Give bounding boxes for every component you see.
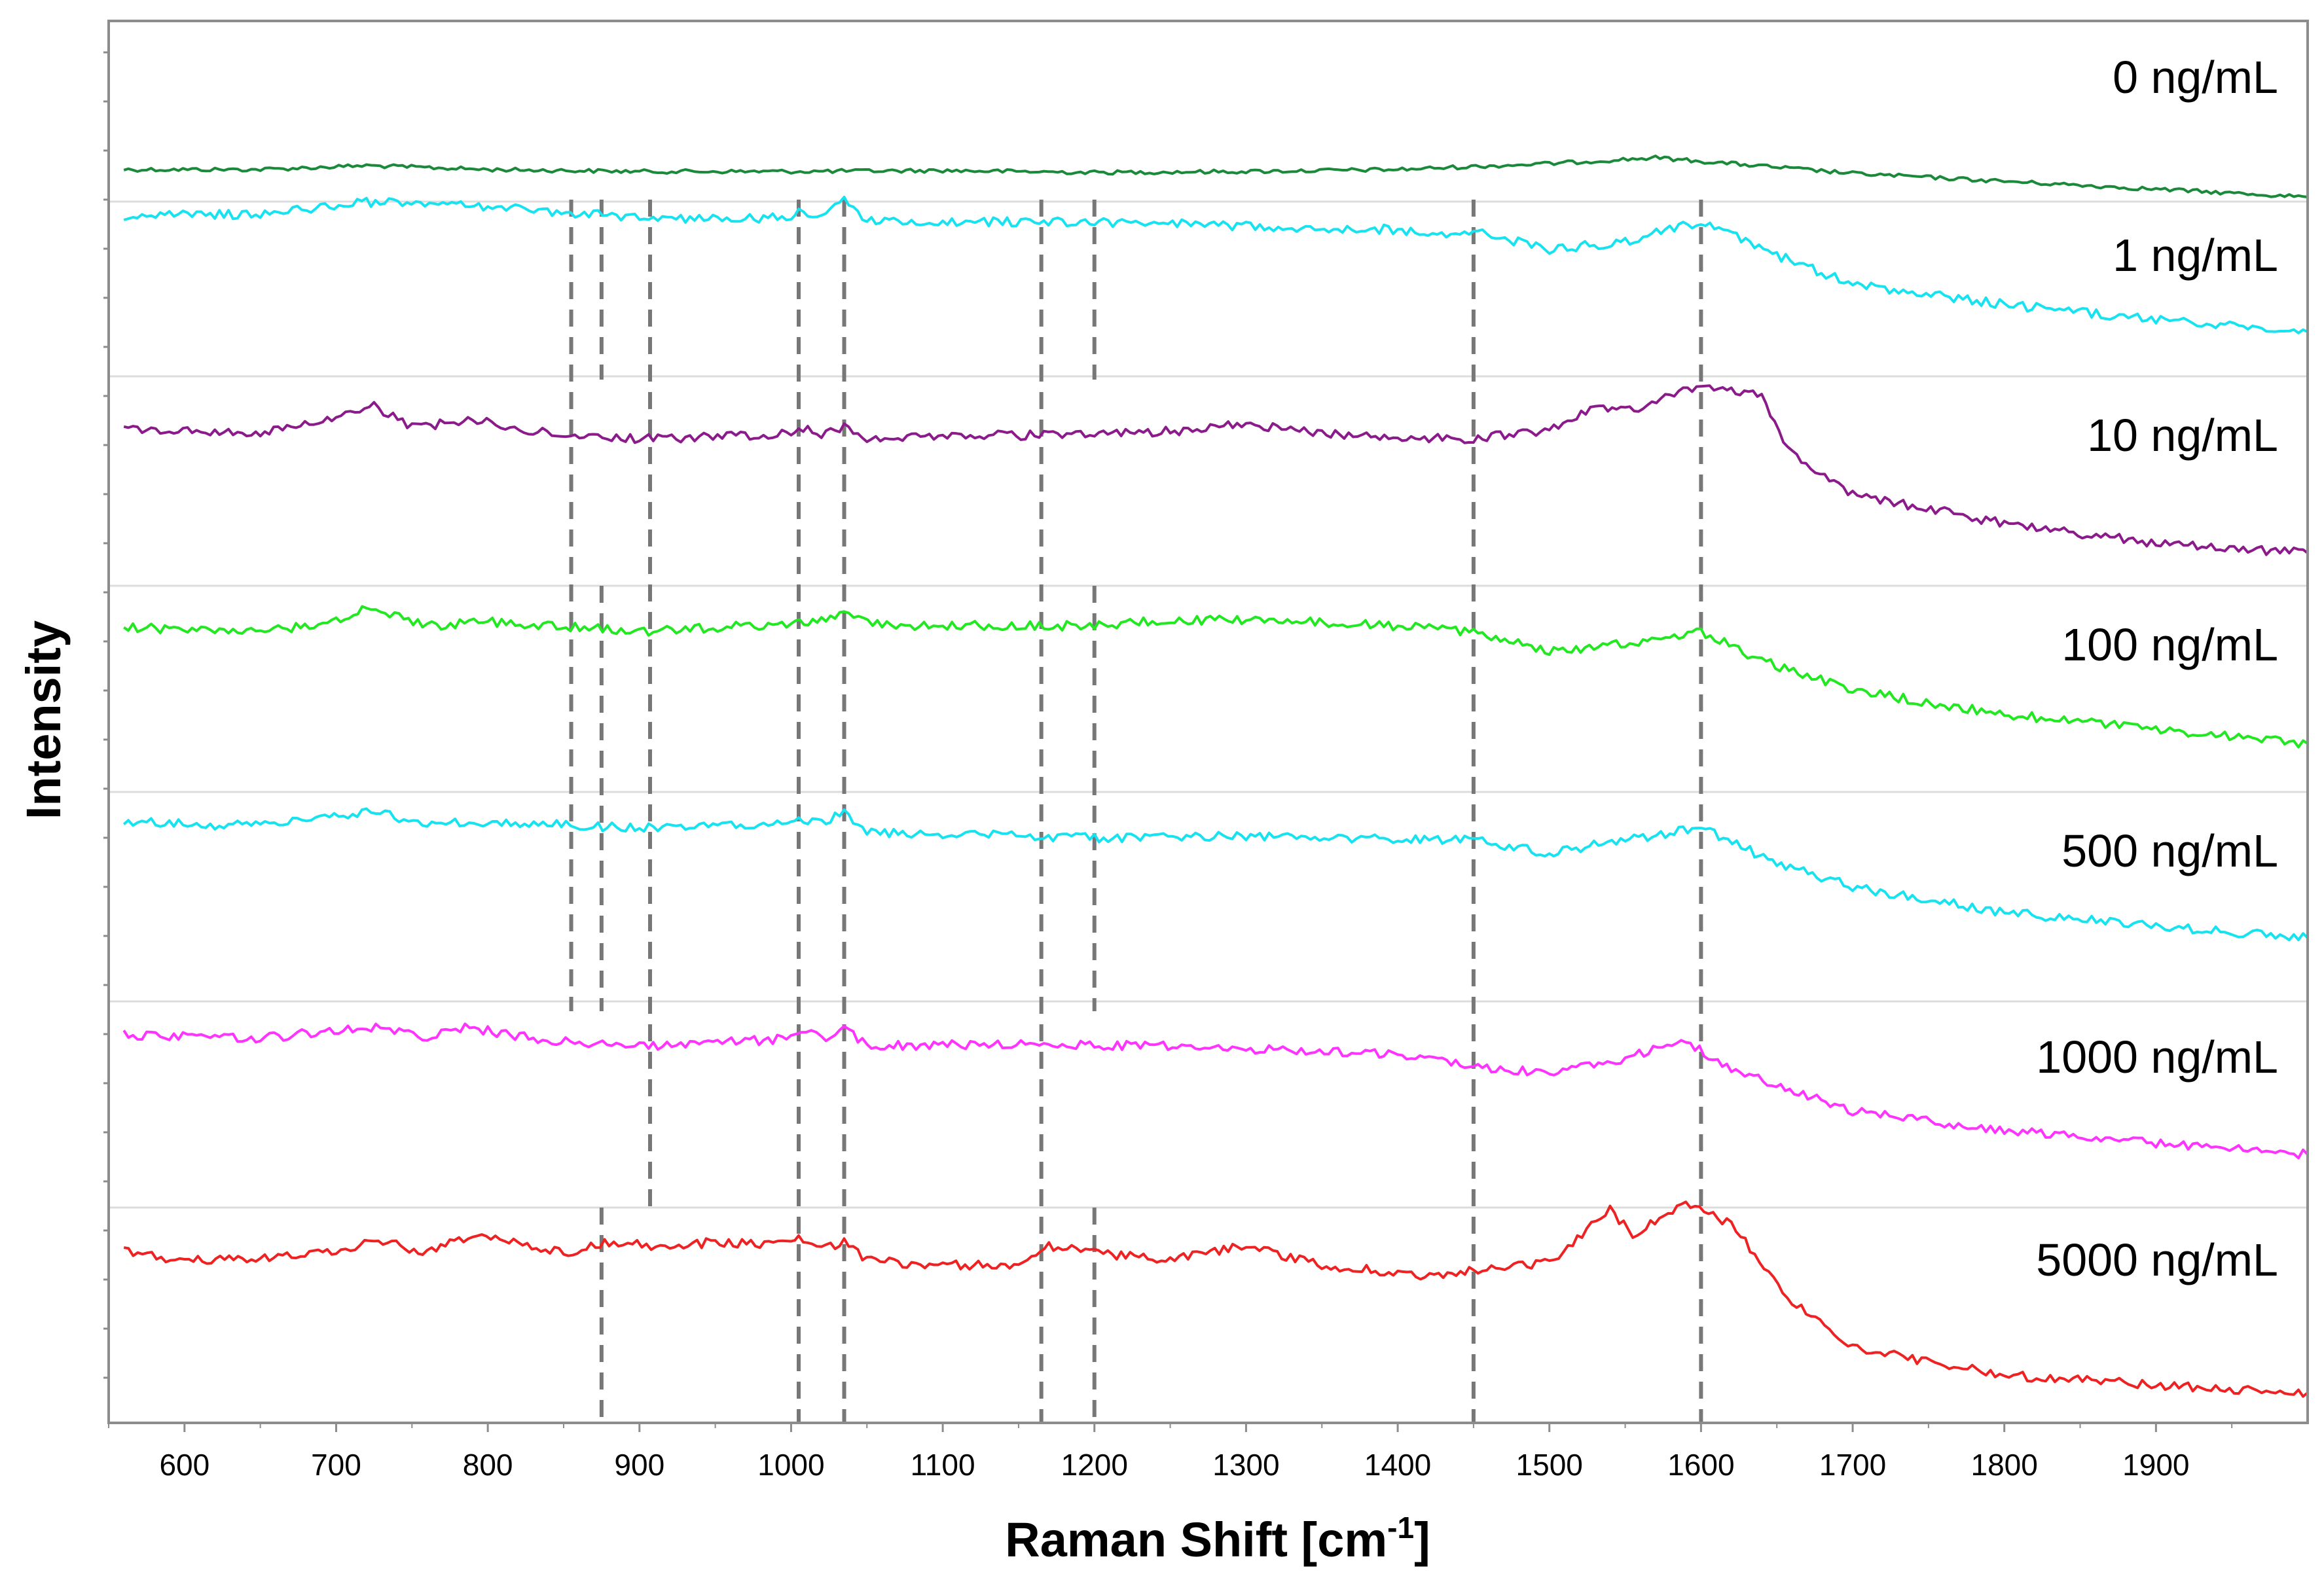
x-tick-label: 700	[311, 1448, 361, 1482]
series-labels: 0 ng/mL 1 ng/mL 10 ng/mL 100 ng/mL 500 ng/mL…	[2036, 52, 2278, 1285]
series-label: 100 ng/mL	[2061, 619, 2278, 670]
axes	[107, 20, 2309, 1424]
x-tick-label: 900	[614, 1448, 664, 1482]
x-axis-title-main: Raman Shift [cm	[1005, 1513, 1387, 1567]
spectra-lines	[122, 154, 2309, 1398]
x-tick-label: 1300	[1212, 1448, 1279, 1482]
spectrum-line	[123, 154, 2308, 198]
x-axis-title: Raman Shift [cm-1]	[1005, 1511, 1430, 1567]
spectrum-line	[123, 384, 2309, 556]
y-axis-title: Intensity	[16, 620, 71, 819]
x-axis-title-sup: -1	[1387, 1511, 1414, 1545]
series-label: 0 ng/mL	[2113, 52, 2278, 103]
x-ticks: 600 700 800 900 1000 1100 1200 1300 1400 1500 1600…	[108, 1423, 2233, 1482]
x-tick-label: 1400	[1364, 1448, 1431, 1482]
series-label: 5000 ng/mL	[2036, 1234, 2278, 1285]
series-label: 10 ng/mL	[2087, 410, 2278, 461]
series-label: 500 ng/mL	[2061, 825, 2278, 876]
x-tick-label: 800	[463, 1448, 513, 1482]
x-tick-label: 1500	[1516, 1448, 1583, 1482]
x-tick-label: 1200	[1061, 1448, 1128, 1482]
spectrum-line	[123, 605, 2309, 749]
spectrum-line	[122, 1022, 2309, 1160]
plot-frame	[107, 20, 2309, 1424]
x-tick-label: 1600	[1667, 1448, 1734, 1482]
spectrum-line	[123, 1200, 2309, 1398]
x-tick-label: 1100	[911, 1448, 975, 1482]
spectrum-line	[122, 807, 2309, 942]
x-tick-label: 600	[159, 1448, 209, 1482]
series-label: 1000 ng/mL	[2036, 1031, 2278, 1083]
x-axis-title-close: ]	[1414, 1513, 1430, 1567]
x-tick-label: 1900	[2122, 1448, 2189, 1482]
row-separators	[109, 200, 2308, 1209]
y-ticks	[103, 51, 109, 1379]
reference-lines	[569, 200, 1703, 1423]
series-label: 1 ng/mL	[2113, 230, 2278, 281]
x-tick-label: 1000	[757, 1448, 824, 1482]
x-tick-label: 1800	[1971, 1448, 2038, 1482]
spectrum-line	[123, 196, 2308, 334]
x-tick-label: 1700	[1819, 1448, 1886, 1482]
